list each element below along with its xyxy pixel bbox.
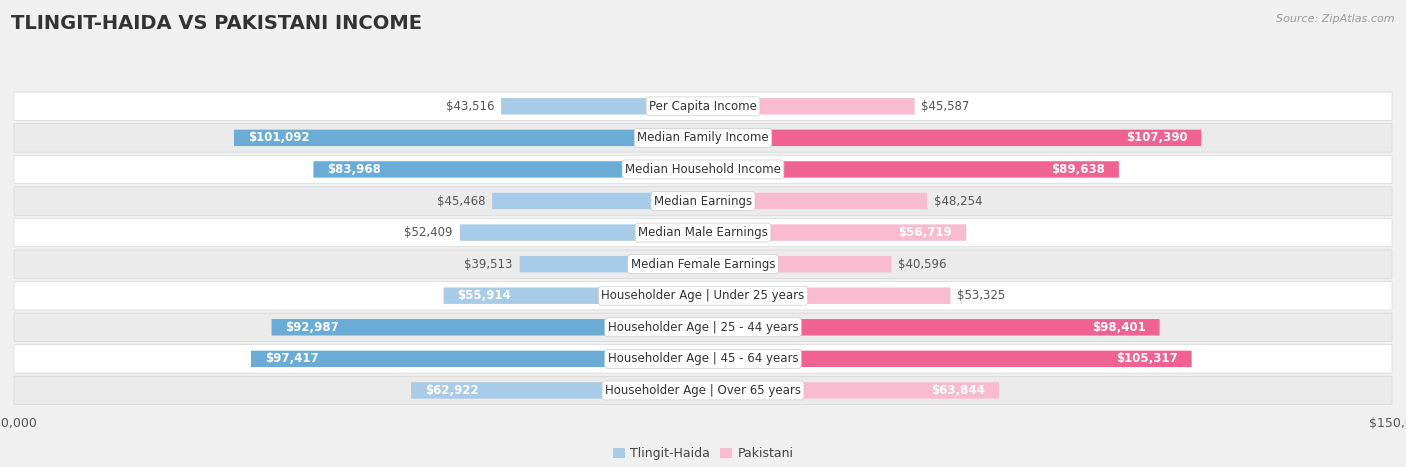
FancyBboxPatch shape (14, 92, 1392, 120)
FancyBboxPatch shape (520, 256, 703, 272)
FancyBboxPatch shape (14, 313, 1392, 341)
FancyBboxPatch shape (14, 155, 1392, 184)
Text: Householder Age | 25 - 44 years: Householder Age | 25 - 44 years (607, 321, 799, 334)
FancyBboxPatch shape (314, 161, 703, 177)
Text: $92,987: $92,987 (285, 321, 339, 334)
Text: $40,596: $40,596 (898, 258, 946, 271)
FancyBboxPatch shape (252, 351, 703, 367)
Text: Median Earnings: Median Earnings (654, 195, 752, 207)
FancyBboxPatch shape (14, 376, 1392, 404)
Text: $56,719: $56,719 (898, 226, 952, 239)
FancyBboxPatch shape (703, 319, 1160, 335)
Text: Householder Age | Over 65 years: Householder Age | Over 65 years (605, 384, 801, 397)
FancyBboxPatch shape (703, 98, 914, 114)
Text: $62,922: $62,922 (425, 384, 478, 397)
Text: $98,401: $98,401 (1092, 321, 1146, 334)
Text: $45,587: $45,587 (921, 100, 970, 113)
FancyBboxPatch shape (703, 382, 1000, 399)
Legend: Tlingit-Haida, Pakistani: Tlingit-Haida, Pakistani (607, 442, 799, 465)
FancyBboxPatch shape (703, 288, 950, 304)
FancyBboxPatch shape (14, 250, 1392, 278)
FancyBboxPatch shape (703, 351, 1192, 367)
FancyBboxPatch shape (460, 224, 703, 241)
Text: $48,254: $48,254 (934, 195, 983, 207)
Text: Median Family Income: Median Family Income (637, 131, 769, 144)
FancyBboxPatch shape (14, 187, 1392, 215)
Text: $107,390: $107,390 (1126, 131, 1187, 144)
FancyBboxPatch shape (14, 219, 1392, 247)
FancyBboxPatch shape (703, 130, 1201, 146)
Text: $105,317: $105,317 (1116, 353, 1178, 365)
Text: $43,516: $43,516 (446, 100, 494, 113)
Text: $63,844: $63,844 (931, 384, 986, 397)
Text: $55,914: $55,914 (457, 289, 512, 302)
Text: $83,968: $83,968 (328, 163, 381, 176)
FancyBboxPatch shape (411, 382, 703, 399)
FancyBboxPatch shape (501, 98, 703, 114)
Text: Median Female Earnings: Median Female Earnings (631, 258, 775, 271)
FancyBboxPatch shape (14, 345, 1392, 373)
Text: $97,417: $97,417 (264, 353, 319, 365)
Text: Householder Age | 45 - 64 years: Householder Age | 45 - 64 years (607, 353, 799, 365)
Text: Median Household Income: Median Household Income (626, 163, 780, 176)
FancyBboxPatch shape (271, 319, 703, 335)
Text: Source: ZipAtlas.com: Source: ZipAtlas.com (1277, 14, 1395, 24)
FancyBboxPatch shape (14, 282, 1392, 310)
FancyBboxPatch shape (703, 161, 1119, 177)
FancyBboxPatch shape (703, 224, 966, 241)
Text: Per Capita Income: Per Capita Income (650, 100, 756, 113)
Text: $45,468: $45,468 (437, 195, 485, 207)
FancyBboxPatch shape (492, 193, 703, 209)
Text: TLINGIT-HAIDA VS PAKISTANI INCOME: TLINGIT-HAIDA VS PAKISTANI INCOME (11, 14, 422, 33)
FancyBboxPatch shape (703, 193, 927, 209)
FancyBboxPatch shape (703, 256, 891, 272)
Text: $101,092: $101,092 (247, 131, 309, 144)
Text: $89,638: $89,638 (1052, 163, 1105, 176)
Text: Householder Age | Under 25 years: Householder Age | Under 25 years (602, 289, 804, 302)
Text: $39,513: $39,513 (464, 258, 513, 271)
Text: $52,409: $52,409 (405, 226, 453, 239)
Text: Median Male Earnings: Median Male Earnings (638, 226, 768, 239)
FancyBboxPatch shape (233, 130, 703, 146)
FancyBboxPatch shape (14, 124, 1392, 152)
Text: $53,325: $53,325 (957, 289, 1005, 302)
FancyBboxPatch shape (443, 288, 703, 304)
